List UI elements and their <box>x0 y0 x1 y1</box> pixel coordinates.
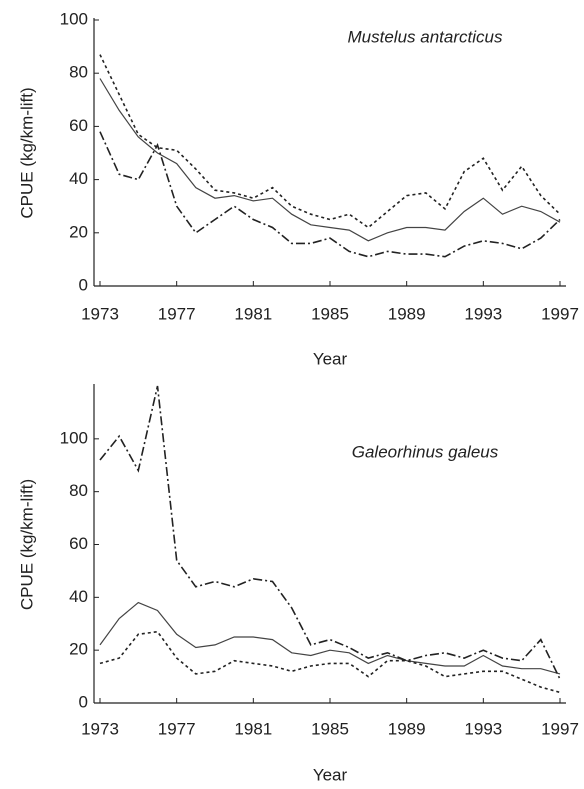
y-tick-label: 100 <box>60 428 88 447</box>
x-axis-title: Year <box>313 349 348 368</box>
series-line <box>99 131 561 258</box>
x-tick-label: 1993 <box>464 719 502 738</box>
y-tick-label: 80 <box>69 481 88 500</box>
x-tick-label: 1981 <box>234 719 272 738</box>
y-tick-label: 40 <box>69 169 88 188</box>
x-tick-label: 1973 <box>81 304 119 323</box>
y-tick-label: 60 <box>69 534 88 553</box>
x-tick-label: 1985 <box>311 719 349 738</box>
y-tick-label: 40 <box>69 587 88 606</box>
y-tick-label: 0 <box>79 275 88 294</box>
series-line <box>99 78 561 242</box>
series-line <box>99 385 561 680</box>
x-tick-label: 1973 <box>81 719 119 738</box>
x-tick-label: 1977 <box>158 304 196 323</box>
x-tick-label: 1997 <box>541 719 579 738</box>
x-tick-label: 1981 <box>234 304 272 323</box>
y-tick-label: 60 <box>69 116 88 135</box>
series-line <box>99 630 561 694</box>
x-tick-label: 1985 <box>311 304 349 323</box>
chart-title: Galeorhinus galeus <box>352 442 499 461</box>
series-line <box>99 601 561 675</box>
y-tick-label: 80 <box>69 63 88 82</box>
chart-title: Mustelus antarcticus <box>348 27 503 46</box>
y-axis-title: CPUE (kg/km-lift) <box>17 87 36 218</box>
x-tick-label: 1997 <box>541 304 579 323</box>
x-tick-label: 1989 <box>388 304 426 323</box>
y-axis-title: CPUE (kg/km-lift) <box>17 479 36 610</box>
x-tick-label: 1977 <box>158 719 196 738</box>
y-tick-label: 0 <box>79 692 88 711</box>
x-tick-label: 1993 <box>464 304 502 323</box>
x-tick-label: 1989 <box>388 719 426 738</box>
y-tick-label: 100 <box>60 9 88 28</box>
series-line <box>99 54 561 229</box>
x-axis-title: Year <box>313 765 348 784</box>
y-tick-label: 20 <box>69 640 88 659</box>
y-tick-label: 20 <box>69 222 88 241</box>
